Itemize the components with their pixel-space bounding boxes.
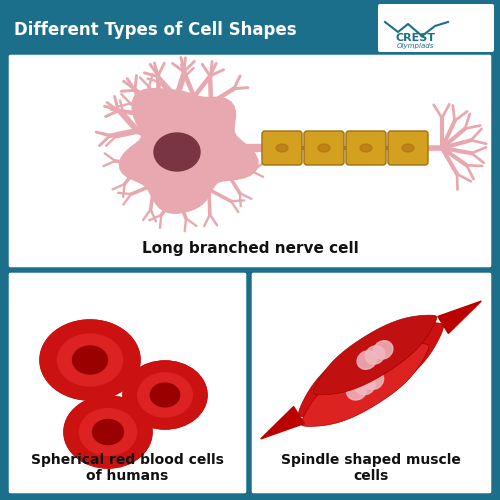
Ellipse shape [365,346,385,364]
FancyBboxPatch shape [346,131,386,165]
Ellipse shape [357,351,376,370]
Ellipse shape [350,364,374,388]
FancyBboxPatch shape [304,131,344,165]
Ellipse shape [318,144,330,152]
Ellipse shape [72,346,108,374]
Text: Different Types of Cell Shapes: Different Types of Cell Shapes [14,21,296,39]
FancyBboxPatch shape [378,4,494,52]
Polygon shape [261,406,304,439]
Text: Spherical red blood cells
of humans: Spherical red blood cells of humans [30,453,224,483]
FancyBboxPatch shape [250,271,493,495]
FancyBboxPatch shape [262,131,302,165]
Polygon shape [314,315,436,395]
Polygon shape [438,301,481,334]
Polygon shape [120,88,258,214]
Polygon shape [301,344,429,426]
Text: CREST: CREST [395,33,435,43]
Polygon shape [298,322,444,418]
Ellipse shape [123,361,207,429]
Text: Spindle shaped muscle
cells: Spindle shaped muscle cells [281,453,461,483]
Ellipse shape [80,408,136,456]
Ellipse shape [92,420,124,444]
FancyBboxPatch shape [388,131,428,165]
Ellipse shape [154,133,200,171]
Ellipse shape [346,380,367,400]
Ellipse shape [355,375,375,395]
Ellipse shape [58,334,122,386]
Ellipse shape [360,144,372,152]
Ellipse shape [138,373,192,417]
Ellipse shape [374,340,393,359]
Ellipse shape [40,320,140,400]
Ellipse shape [359,358,383,382]
Ellipse shape [123,361,207,429]
Ellipse shape [40,320,140,400]
Ellipse shape [402,144,414,152]
FancyBboxPatch shape [7,271,248,495]
Ellipse shape [363,370,384,390]
Text: Long branched nerve cell: Long branched nerve cell [142,240,358,256]
FancyBboxPatch shape [2,2,498,54]
Text: Olympiads: Olympiads [396,43,434,49]
Ellipse shape [276,144,288,152]
FancyBboxPatch shape [7,53,493,269]
Ellipse shape [64,396,152,468]
Ellipse shape [368,352,392,376]
Ellipse shape [64,396,152,468]
Ellipse shape [150,383,180,407]
